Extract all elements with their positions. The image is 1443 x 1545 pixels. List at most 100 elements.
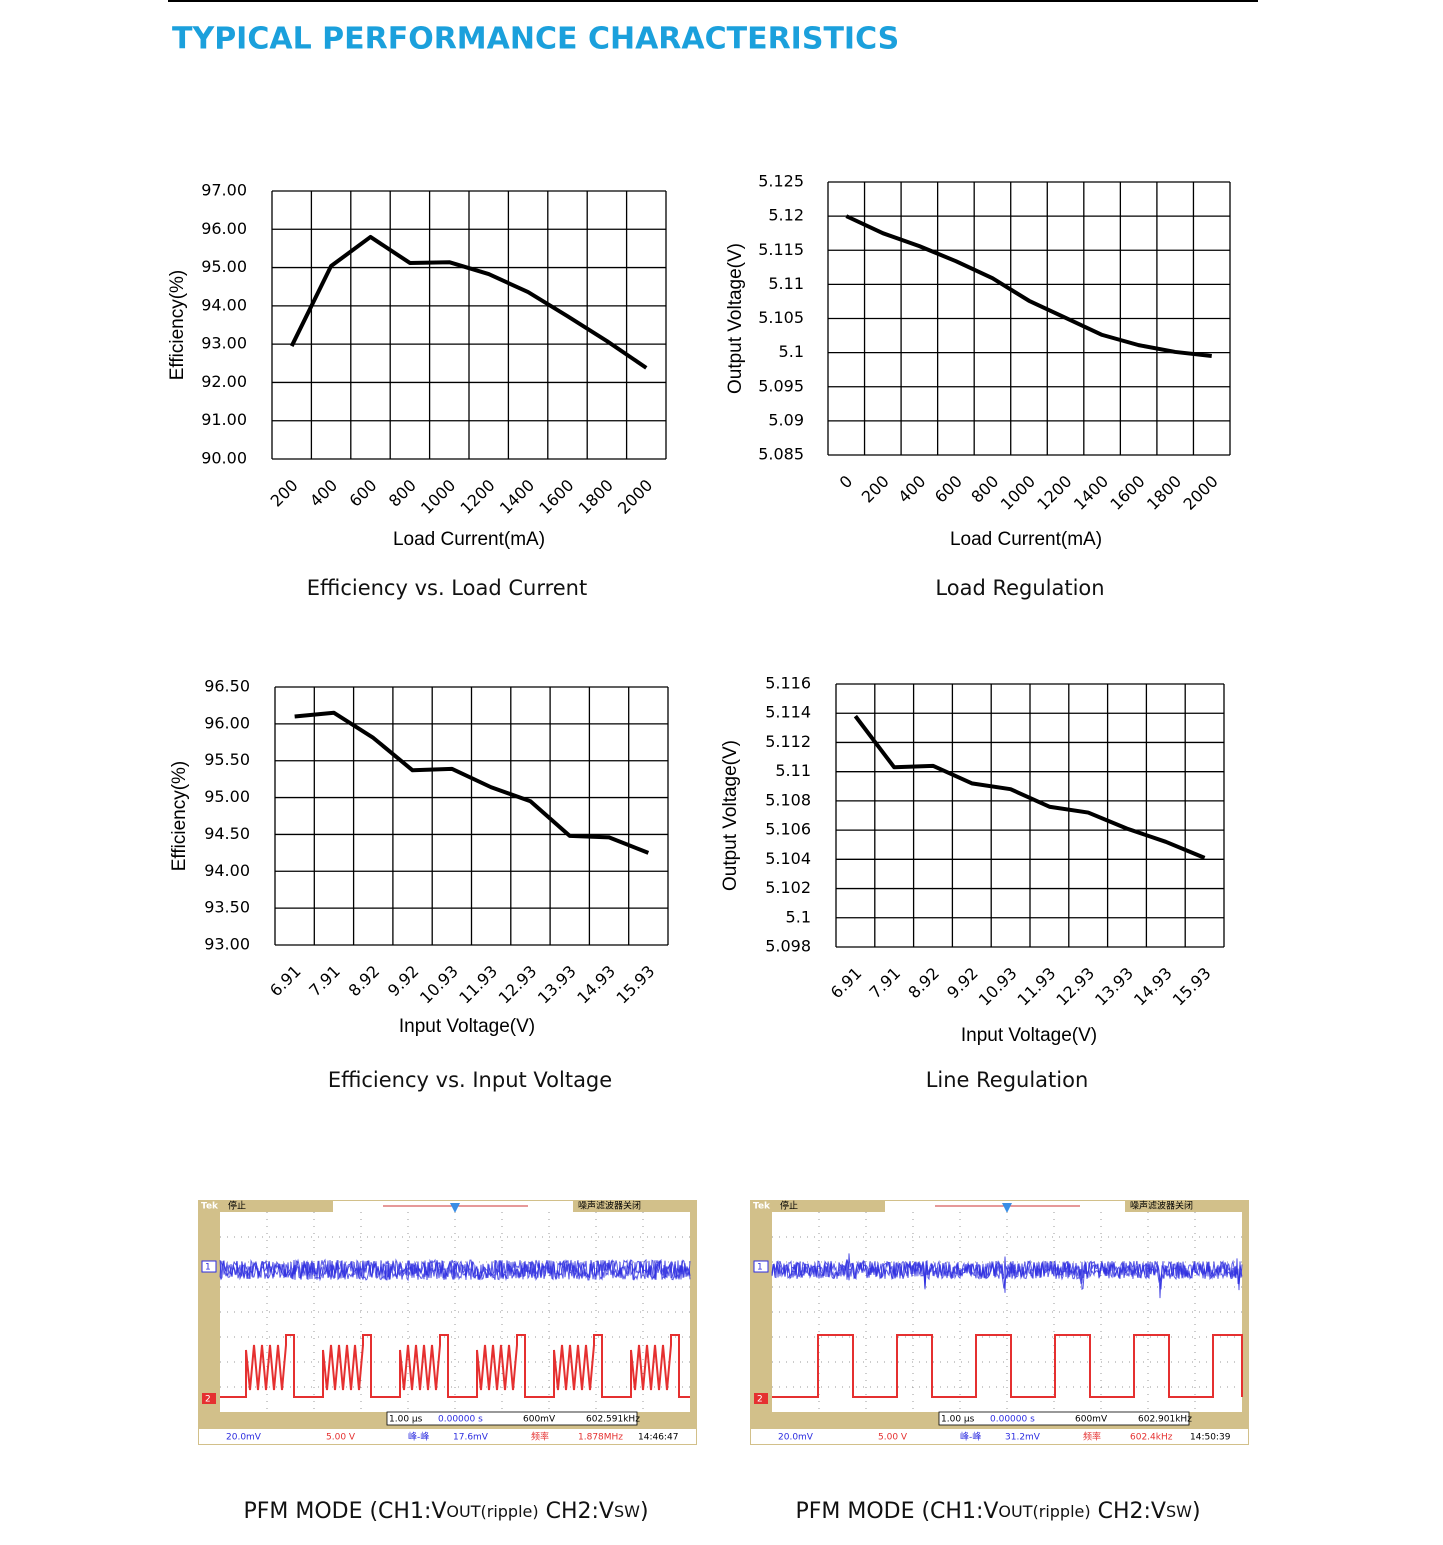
y-tick-label: 92.00	[201, 372, 247, 391]
y-tick-label: 5.095	[758, 376, 804, 395]
scope-filter: 噪声滤波器关闭	[578, 1200, 641, 1212]
caption-part: SW	[1166, 1502, 1192, 1521]
x-tick-label: 1600	[1106, 472, 1148, 514]
x-tick-label: 12.93	[1052, 964, 1098, 1010]
time-div: 1.00 µs	[941, 1415, 975, 1425]
scope-screen	[772, 1212, 1242, 1412]
caption-part: CH2:V	[539, 1499, 614, 1524]
x-tick-label: 15.93	[613, 962, 659, 1008]
trigger: 600mV	[1075, 1415, 1108, 1425]
ch1-badge	[201, 1260, 217, 1273]
x-tick-label: 600	[345, 476, 380, 511]
y-tick-label: 5.098	[765, 937, 811, 956]
x-tick-label: 11.93	[1014, 964, 1060, 1010]
x-tick-label: 1200	[456, 476, 498, 518]
y-tick-label: 93.50	[204, 898, 250, 917]
y-tick-label: 5.102	[765, 878, 811, 897]
time-div: 1.00 µs	[389, 1415, 423, 1425]
caption-part: )	[1192, 1499, 1201, 1524]
ch2-marker: 2	[205, 1395, 211, 1405]
x-tick-label: 1800	[575, 476, 617, 518]
scope-status: 停止	[228, 1200, 246, 1212]
scope-brand: Tek	[201, 1202, 219, 1212]
y-tick-label: 97.00	[201, 181, 247, 200]
meas1-label: 峰-峰	[408, 1432, 429, 1443]
x-tick-label: 12.93	[495, 962, 541, 1008]
ch1-marker: 1	[205, 1263, 211, 1273]
x-tick-label: 1000	[997, 472, 1039, 514]
ch2-scale: 5.00 V	[326, 1433, 356, 1443]
trigger-marker	[1002, 1203, 1012, 1213]
y-tick-label: 93.00	[201, 334, 247, 353]
y-tick-label: 95.50	[204, 750, 250, 769]
y-tick-label: 5.1	[779, 342, 804, 361]
scope-filter: 噪声滤波器关闭	[1130, 1200, 1193, 1212]
data-line	[845, 214, 1212, 359]
meas2-value: 1.878MHz	[578, 1433, 623, 1443]
y-tick-label: 5.105	[758, 308, 804, 327]
x-tick-label: 1800	[1143, 472, 1185, 514]
x-tick-label: 10.93	[975, 964, 1021, 1010]
status-row	[751, 1429, 1248, 1444]
x-tick-label: 8.92	[904, 964, 943, 1003]
x-tick-label: 1200	[1033, 472, 1075, 514]
y-tick-label: 5.116	[765, 674, 811, 693]
scope-caption: PFM MODE (CH1:VOUT(ripple) CH2:VSW)	[243, 1499, 648, 1524]
meas1-value: 17.6mV	[453, 1433, 489, 1443]
x-tick-label: 8.92	[345, 962, 384, 1001]
meas2-label: 频率	[531, 1431, 549, 1443]
caption-part: SW	[614, 1502, 640, 1521]
x-tick-label: 11.93	[455, 962, 501, 1008]
meas1-label: 峰-峰	[960, 1432, 981, 1443]
caption-part: )	[640, 1499, 649, 1524]
clock: 14:46:47	[638, 1433, 678, 1443]
ch1-scale: 20.0mV	[226, 1433, 262, 1443]
x-tick-label: 0	[836, 472, 857, 493]
info-box	[386, 1411, 638, 1426]
x-tick-label: 13.93	[534, 962, 580, 1008]
trigger-freq: 602.901kHz	[1138, 1415, 1192, 1425]
delay: 0.00000 s	[990, 1415, 1035, 1425]
info-box	[938, 1411, 1190, 1426]
y-tick-label: 91.00	[201, 410, 247, 429]
y-tick-label: 96.50	[204, 677, 250, 696]
y-tick-label: 5.108	[765, 790, 811, 809]
data-line	[294, 710, 650, 855]
x-axis-label: Load Current(mA)	[950, 529, 1102, 550]
x-tick-label: 800	[385, 476, 420, 511]
trigger-marker	[450, 1203, 460, 1213]
caption-part: OUT(ripple)	[998, 1502, 1090, 1521]
y-tick-label: 96.00	[201, 219, 247, 238]
x-tick-label: 200	[858, 472, 893, 507]
x-tick-label: 15.93	[1169, 964, 1215, 1010]
status-row	[199, 1429, 696, 1444]
y-tick-label: 95.00	[201, 257, 247, 276]
x-tick-label: 14.93	[1130, 964, 1176, 1010]
y-tick-label: 5.09	[768, 410, 804, 429]
chart-caption: Load Regulation	[935, 576, 1104, 600]
y-tick-label: 5.085	[758, 445, 804, 464]
x-tick-label: 1400	[1070, 472, 1112, 514]
y-tick-label: 5.115	[758, 240, 804, 259]
ripple-trace	[771, 1258, 1242, 1299]
x-tick-label: 2000	[614, 476, 656, 518]
x-axis-label: Input Voltage(V)	[961, 1025, 1097, 1046]
ch1-scale: 20.0mV	[778, 1433, 814, 1443]
y-tick-label: 5.1	[786, 907, 811, 926]
y-tick-label: 5.106	[765, 820, 811, 839]
x-tick-label: 1000	[417, 476, 459, 518]
caption-part: PFM MODE (CH1:V	[243, 1499, 446, 1524]
x-tick-label: 1400	[496, 476, 538, 518]
meas2-label: 频率	[1083, 1431, 1101, 1443]
x-axis-label: Load Current(mA)	[393, 529, 545, 550]
y-tick-label: 5.11	[768, 274, 804, 293]
data-line	[289, 234, 648, 370]
trigger: 600mV	[523, 1415, 556, 1425]
y-axis-label: Efficiency(%)	[167, 270, 188, 381]
ripple-trace	[219, 1258, 691, 1281]
chart-caption: Line Regulation	[926, 1068, 1089, 1092]
data-line	[853, 714, 1206, 860]
delay: 0.00000 s	[438, 1415, 483, 1425]
